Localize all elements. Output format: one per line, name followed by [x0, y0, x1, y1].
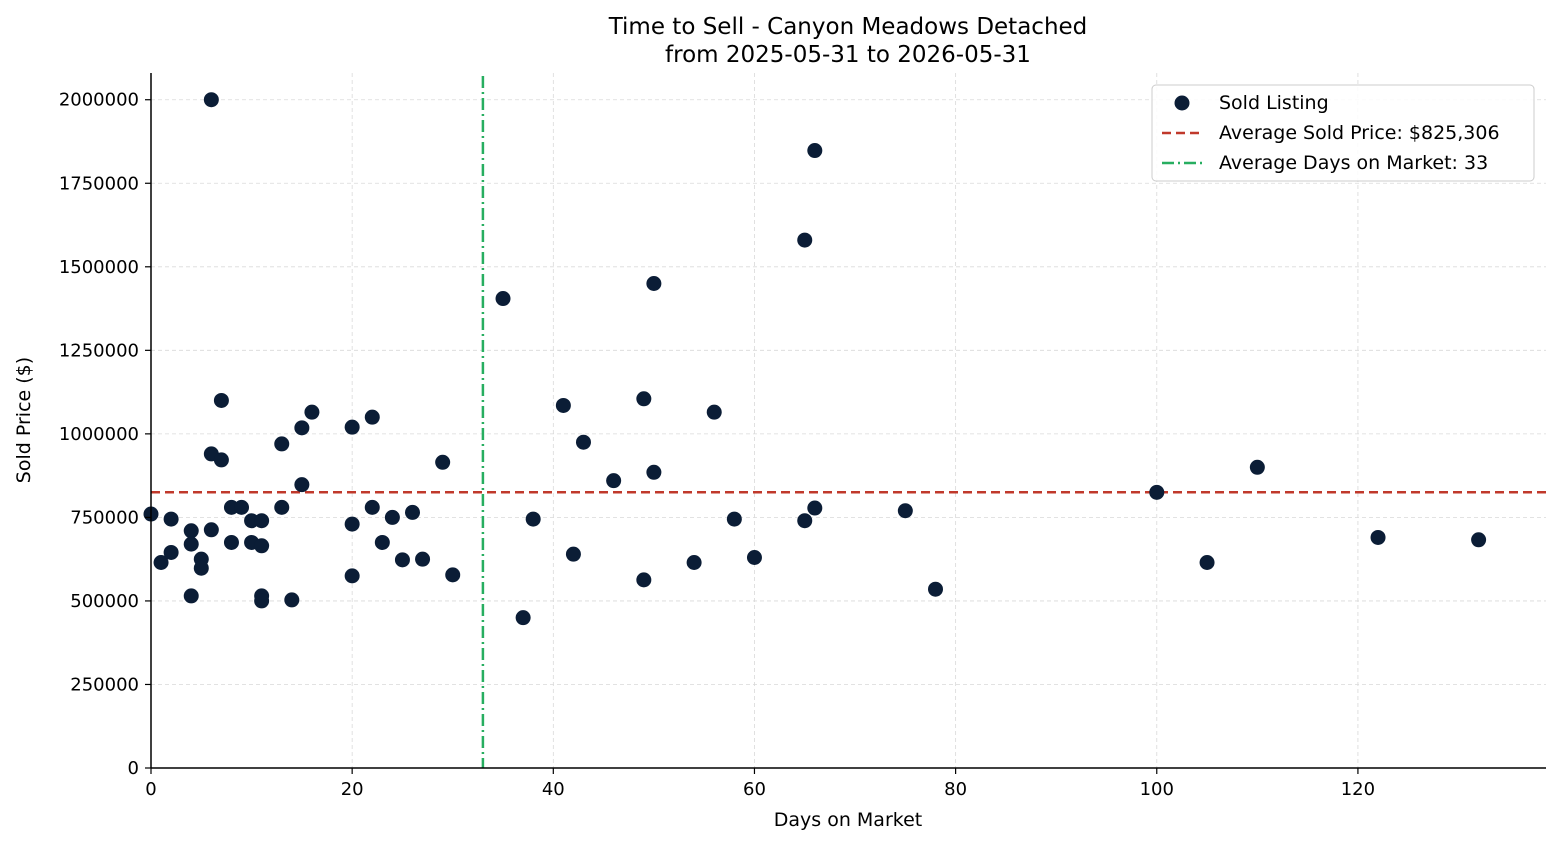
- sold-listing-point: [495, 291, 511, 307]
- sold-listing-point: [636, 391, 652, 407]
- y-tick-label: 1000000: [59, 424, 139, 445]
- y-tick-label: 1250000: [59, 340, 139, 361]
- x-tick-label: 20: [341, 779, 364, 800]
- x-tick-label: 120: [1341, 779, 1375, 800]
- sold-listing-point: [193, 560, 209, 576]
- sold-listing-point: [1471, 532, 1487, 548]
- reference-lines: [151, 76, 1546, 768]
- sold-listing-point: [183, 588, 199, 604]
- sold-listing-point: [254, 538, 270, 554]
- x-tick-label: 60: [743, 779, 766, 800]
- sold-listing-point: [213, 452, 229, 468]
- sold-listing-point: [344, 419, 360, 435]
- sold-listing-point: [706, 404, 722, 420]
- legend-label-avg-days: Average Days on Market: 33: [1219, 152, 1488, 174]
- sold-listing-point: [294, 420, 310, 436]
- sold-listing-point: [304, 404, 320, 420]
- sold-listing-point: [565, 546, 581, 562]
- sold-listing-point: [203, 92, 219, 108]
- y-tick-label: 750000: [70, 507, 139, 528]
- sold-listing-point: [525, 511, 541, 527]
- sold-listing-point: [274, 436, 290, 452]
- sold-listing-point: [797, 232, 813, 248]
- legend-box: [1151, 84, 1535, 182]
- sold-listing-point: [807, 500, 823, 516]
- sold-listing-point: [183, 536, 199, 552]
- y-tick-label: 250000: [70, 674, 139, 695]
- sold-listing-point: [636, 572, 652, 588]
- sold-listing-point: [254, 593, 270, 609]
- sold-listing-point: [364, 409, 380, 425]
- sold-listing-point: [575, 434, 591, 450]
- x-axis-label: Days on Market: [774, 809, 922, 831]
- sold-listing-point: [294, 477, 310, 493]
- sold-listing-point: [445, 567, 461, 583]
- sold-listing-point: [213, 392, 229, 408]
- sold-listing-point: [374, 534, 390, 550]
- sold-listing-point: [435, 454, 451, 470]
- chart-subtitle: from 2025-05-31 to 2026-05-31: [665, 42, 1031, 68]
- y-tick-label: 1500000: [59, 257, 139, 278]
- legend-label-avg-price: Average Sold Price: $825,306: [1219, 122, 1500, 144]
- sold-listing-point: [183, 523, 199, 539]
- sold-listing-point: [797, 513, 813, 529]
- x-tick-label: 0: [145, 779, 156, 800]
- sold-listing-point: [344, 568, 360, 584]
- sold-listing-point: [646, 276, 662, 292]
- ticks: 0 20 40 60 80 100 120 0 250000 500000 750000 100000…: [59, 90, 1375, 800]
- sold-listing-point: [274, 499, 290, 515]
- sold-listing-point: [726, 511, 742, 527]
- sold-listing-point: [384, 509, 400, 525]
- sold-listing-point: [927, 581, 943, 597]
- sold-listing-point: [606, 473, 622, 489]
- sold-listing-point: [163, 544, 179, 560]
- y-axis-label: Sold Price ($): [13, 357, 35, 483]
- y-tick-label: 0: [128, 758, 139, 779]
- sold-listing-point: [415, 551, 431, 567]
- y-tick-label: 1750000: [59, 173, 139, 194]
- x-tick-label: 100: [1140, 779, 1174, 800]
- y-tick-label: 500000: [70, 591, 139, 612]
- sold-listing-point: [394, 552, 410, 568]
- sold-listing-point: [1149, 484, 1165, 500]
- sold-listing-point: [254, 513, 270, 529]
- legend-marker-sold-listing: [1174, 95, 1190, 111]
- sold-listing-point: [746, 549, 762, 565]
- x-tick-label: 80: [944, 779, 967, 800]
- legend-label-sold-listing: Sold Listing: [1219, 92, 1329, 114]
- sold-listing-point: [686, 555, 702, 571]
- sold-listing-point: [223, 534, 239, 550]
- sold-listing-point: [1370, 529, 1386, 545]
- chart-title: Time to Sell - Canyon Meadows Detached: [608, 14, 1088, 40]
- sold-listing-point: [234, 499, 250, 515]
- sold-listing-point: [284, 592, 300, 608]
- sold-listing-point: [1199, 555, 1215, 571]
- sold-listing-point: [404, 504, 420, 520]
- sold-listing-point: [1249, 459, 1265, 475]
- sold-listing-point: [163, 511, 179, 527]
- sold-listing-point: [555, 397, 571, 413]
- sold-listing-point: [807, 143, 823, 159]
- scatter-points: [143, 92, 1487, 626]
- sold-listing-point: [646, 464, 662, 480]
- sold-listing-point: [344, 516, 360, 532]
- x-tick-label: 40: [542, 779, 565, 800]
- sold-listing-point: [203, 522, 219, 538]
- legend: Sold Listing Average Sold Price: $825,30…: [1151, 84, 1535, 182]
- sold-listing-point: [153, 555, 169, 571]
- sold-listing-point: [364, 499, 380, 515]
- y-tick-label: 2000000: [59, 90, 139, 111]
- sold-listing-point: [515, 610, 531, 626]
- sold-listing-point: [897, 503, 913, 519]
- axes: [150, 73, 1546, 769]
